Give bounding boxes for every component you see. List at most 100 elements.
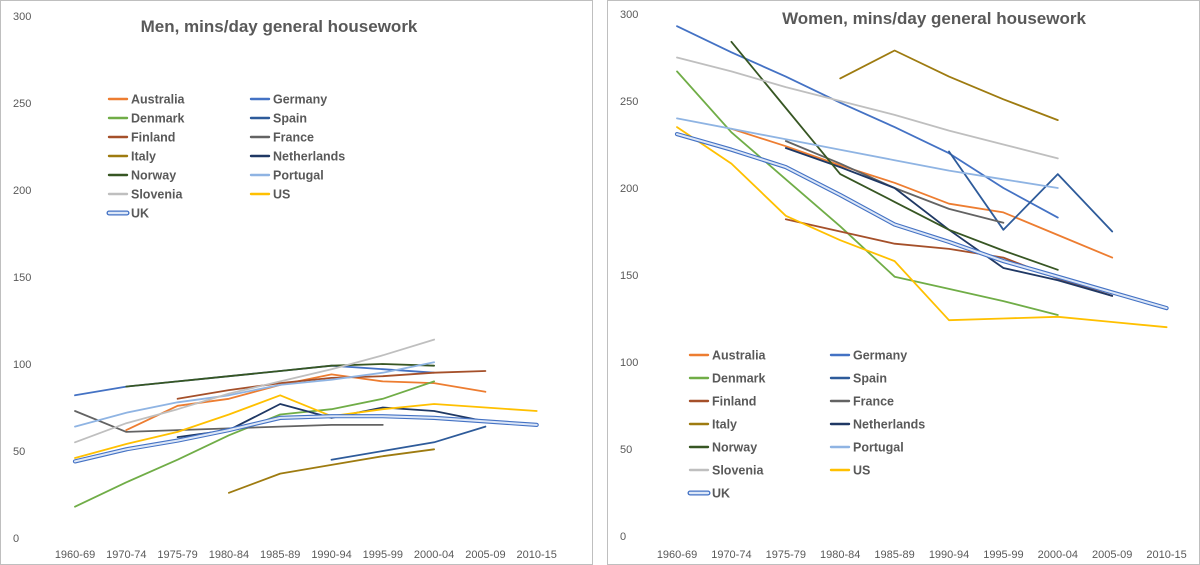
women-legend-item-uk: UK [687,487,730,501]
women-legend-label-uk: UK [712,487,730,501]
men-legend-item-uk: UK [106,207,149,221]
men-x-tick-label: 2005-09 [465,549,505,561]
women-series-us [676,126,1168,329]
women-legend: Australia Germany Denmark Spain Finland Franc… [687,349,925,501]
men-x-tick-label: 1975-79 [157,549,197,561]
men-legend: Australia Germany Denmark Spain Finland Franc… [106,93,345,221]
women-legend-item-spain: Spain [829,372,887,386]
men-series-portugal-line [74,361,436,428]
women-series-spain-line [948,150,1114,233]
women-y-tick-label: 50 [620,444,632,456]
men-series-italy-line [227,448,436,494]
women-y-tick-label: 300 [620,9,638,21]
women-x-tick-label: 1995-99 [983,549,1023,561]
men-legend-label-finland: Finland [131,131,175,145]
women-legend-label-netherlands: Netherlands [853,418,925,432]
women-x-tick-label: 1985-89 [874,549,914,561]
women-x-tick-label: 2000-04 [1038,549,1078,561]
men-series-slovenia [74,338,436,444]
men-legend-item-spain: Spain [249,112,307,126]
men-legend-label-slovenia: Slovenia [131,188,183,202]
men-legend-item-denmark: Denmark [107,112,185,126]
men-legend-item-portugal: Portugal [249,169,324,183]
men-x-tick-label: 1980-84 [209,549,249,561]
women-chart-panel: Women, mins/day general housework 0 50 100 1… [607,0,1200,565]
men-legend-label-uk: UK [131,207,149,221]
women-series-australia-line [730,127,1114,259]
women-legend-item-finland: Finland [688,395,756,409]
women-series-norway-line [730,40,1059,271]
women-legend-label-australia: Australia [712,349,767,363]
men-legend-item-france: France [249,131,314,145]
women-legend-item-germany: Germany [829,349,907,363]
women-legend-item-france: France [829,395,894,409]
men-y-tick-label: 250 [13,98,31,110]
men-series-us-line [74,394,538,459]
women-y-tick-label: 250 [620,96,638,108]
women-x-tick-label: 1980-84 [820,549,860,561]
women-series-uk-line [676,133,1168,310]
men-x-tick-label: 2000-04 [414,549,454,561]
men-x-tick-label: 1970-74 [106,549,146,561]
men-legend-item-germany: Germany [249,93,327,107]
women-series-germany-line [676,25,1059,219]
men-series-spain-line [330,425,487,461]
men-chart-panel: Men, mins/day general housework 0 50 100 150… [0,0,593,565]
men-series-finland-line [176,370,487,400]
men-legend-item-italy: Italy [107,150,156,164]
men-chart-title: Men, mins/day general housework [141,17,418,36]
women-x-tick-label: 1960-69 [657,549,697,561]
men-legend-label-norway: Norway [131,169,176,183]
women-series-slovenia-line [676,56,1059,160]
men-legend-item-finland: Finland [107,131,175,145]
women-housework-chart: Women, mins/day general housework 0 50 100 1… [620,9,1187,561]
women-x-tick-label: 2005-09 [1092,549,1132,561]
men-legend-label-germany: Germany [273,93,327,107]
women-legend-item-norway: Norway [688,441,757,455]
women-legend-item-slovenia: Slovenia [688,464,764,478]
women-legend-label-finland: Finland [712,395,756,409]
women-series-us-line [676,126,1168,329]
women-chart-title: Women, mins/day general housework [782,9,1086,28]
men-legend-label-france: France [273,131,314,145]
women-legend-item-denmark: Denmark [688,372,766,386]
women-legend-item-netherlands: Netherlands [829,418,925,432]
men-y-tick-label: 300 [13,11,31,23]
men-y-tick-label: 0 [13,533,19,545]
women-series-australia [730,127,1114,259]
women-series-portugal-line [676,117,1059,189]
women-legend-label-germany: Germany [853,349,907,363]
men-legend-item-norway: Norway [107,169,176,183]
men-y-tick-label: 150 [13,272,31,284]
women-legend-item-australia: Australia [688,349,767,363]
men-legend-label-portugal: Portugal [273,169,324,183]
men-y-tick-label: 100 [13,359,31,371]
women-series-italy-line [839,49,1059,121]
men-series-norway [125,363,436,388]
women-legend-label-slovenia: Slovenia [712,464,764,478]
men-legend-label-australia: Australia [131,93,186,107]
men-series-spain [330,425,487,461]
men-series-us [74,394,538,459]
women-legend-label-denmark: Denmark [712,372,766,386]
women-x-tick-label: 1990-94 [929,549,969,561]
women-legend-item-italy: Italy [688,418,737,432]
women-y-tick-label: 0 [620,531,626,543]
men-series-norway-line [125,363,436,388]
men-legend-label-spain: Spain [273,112,307,126]
women-series-norway [730,40,1059,271]
men-legend-label-italy: Italy [131,150,156,164]
women-legend-label-france: France [853,395,894,409]
women-legend-label-us: US [853,464,870,478]
men-x-tick-label: 2010-15 [517,549,557,561]
women-series-portugal [676,117,1059,189]
men-legend-item-australia: Australia [107,93,186,107]
men-y-tick-label: 200 [13,185,31,197]
women-series-germany [676,25,1059,219]
men-housework-chart: Men, mins/day general housework 0 50 100 150… [13,11,557,561]
men-series-slovenia-line [74,338,436,444]
women-legend-label-italy: Italy [712,418,737,432]
men-legend-item-slovenia: Slovenia [107,188,183,202]
men-legend-label-us: US [273,188,290,202]
women-series-slovenia [676,56,1059,160]
